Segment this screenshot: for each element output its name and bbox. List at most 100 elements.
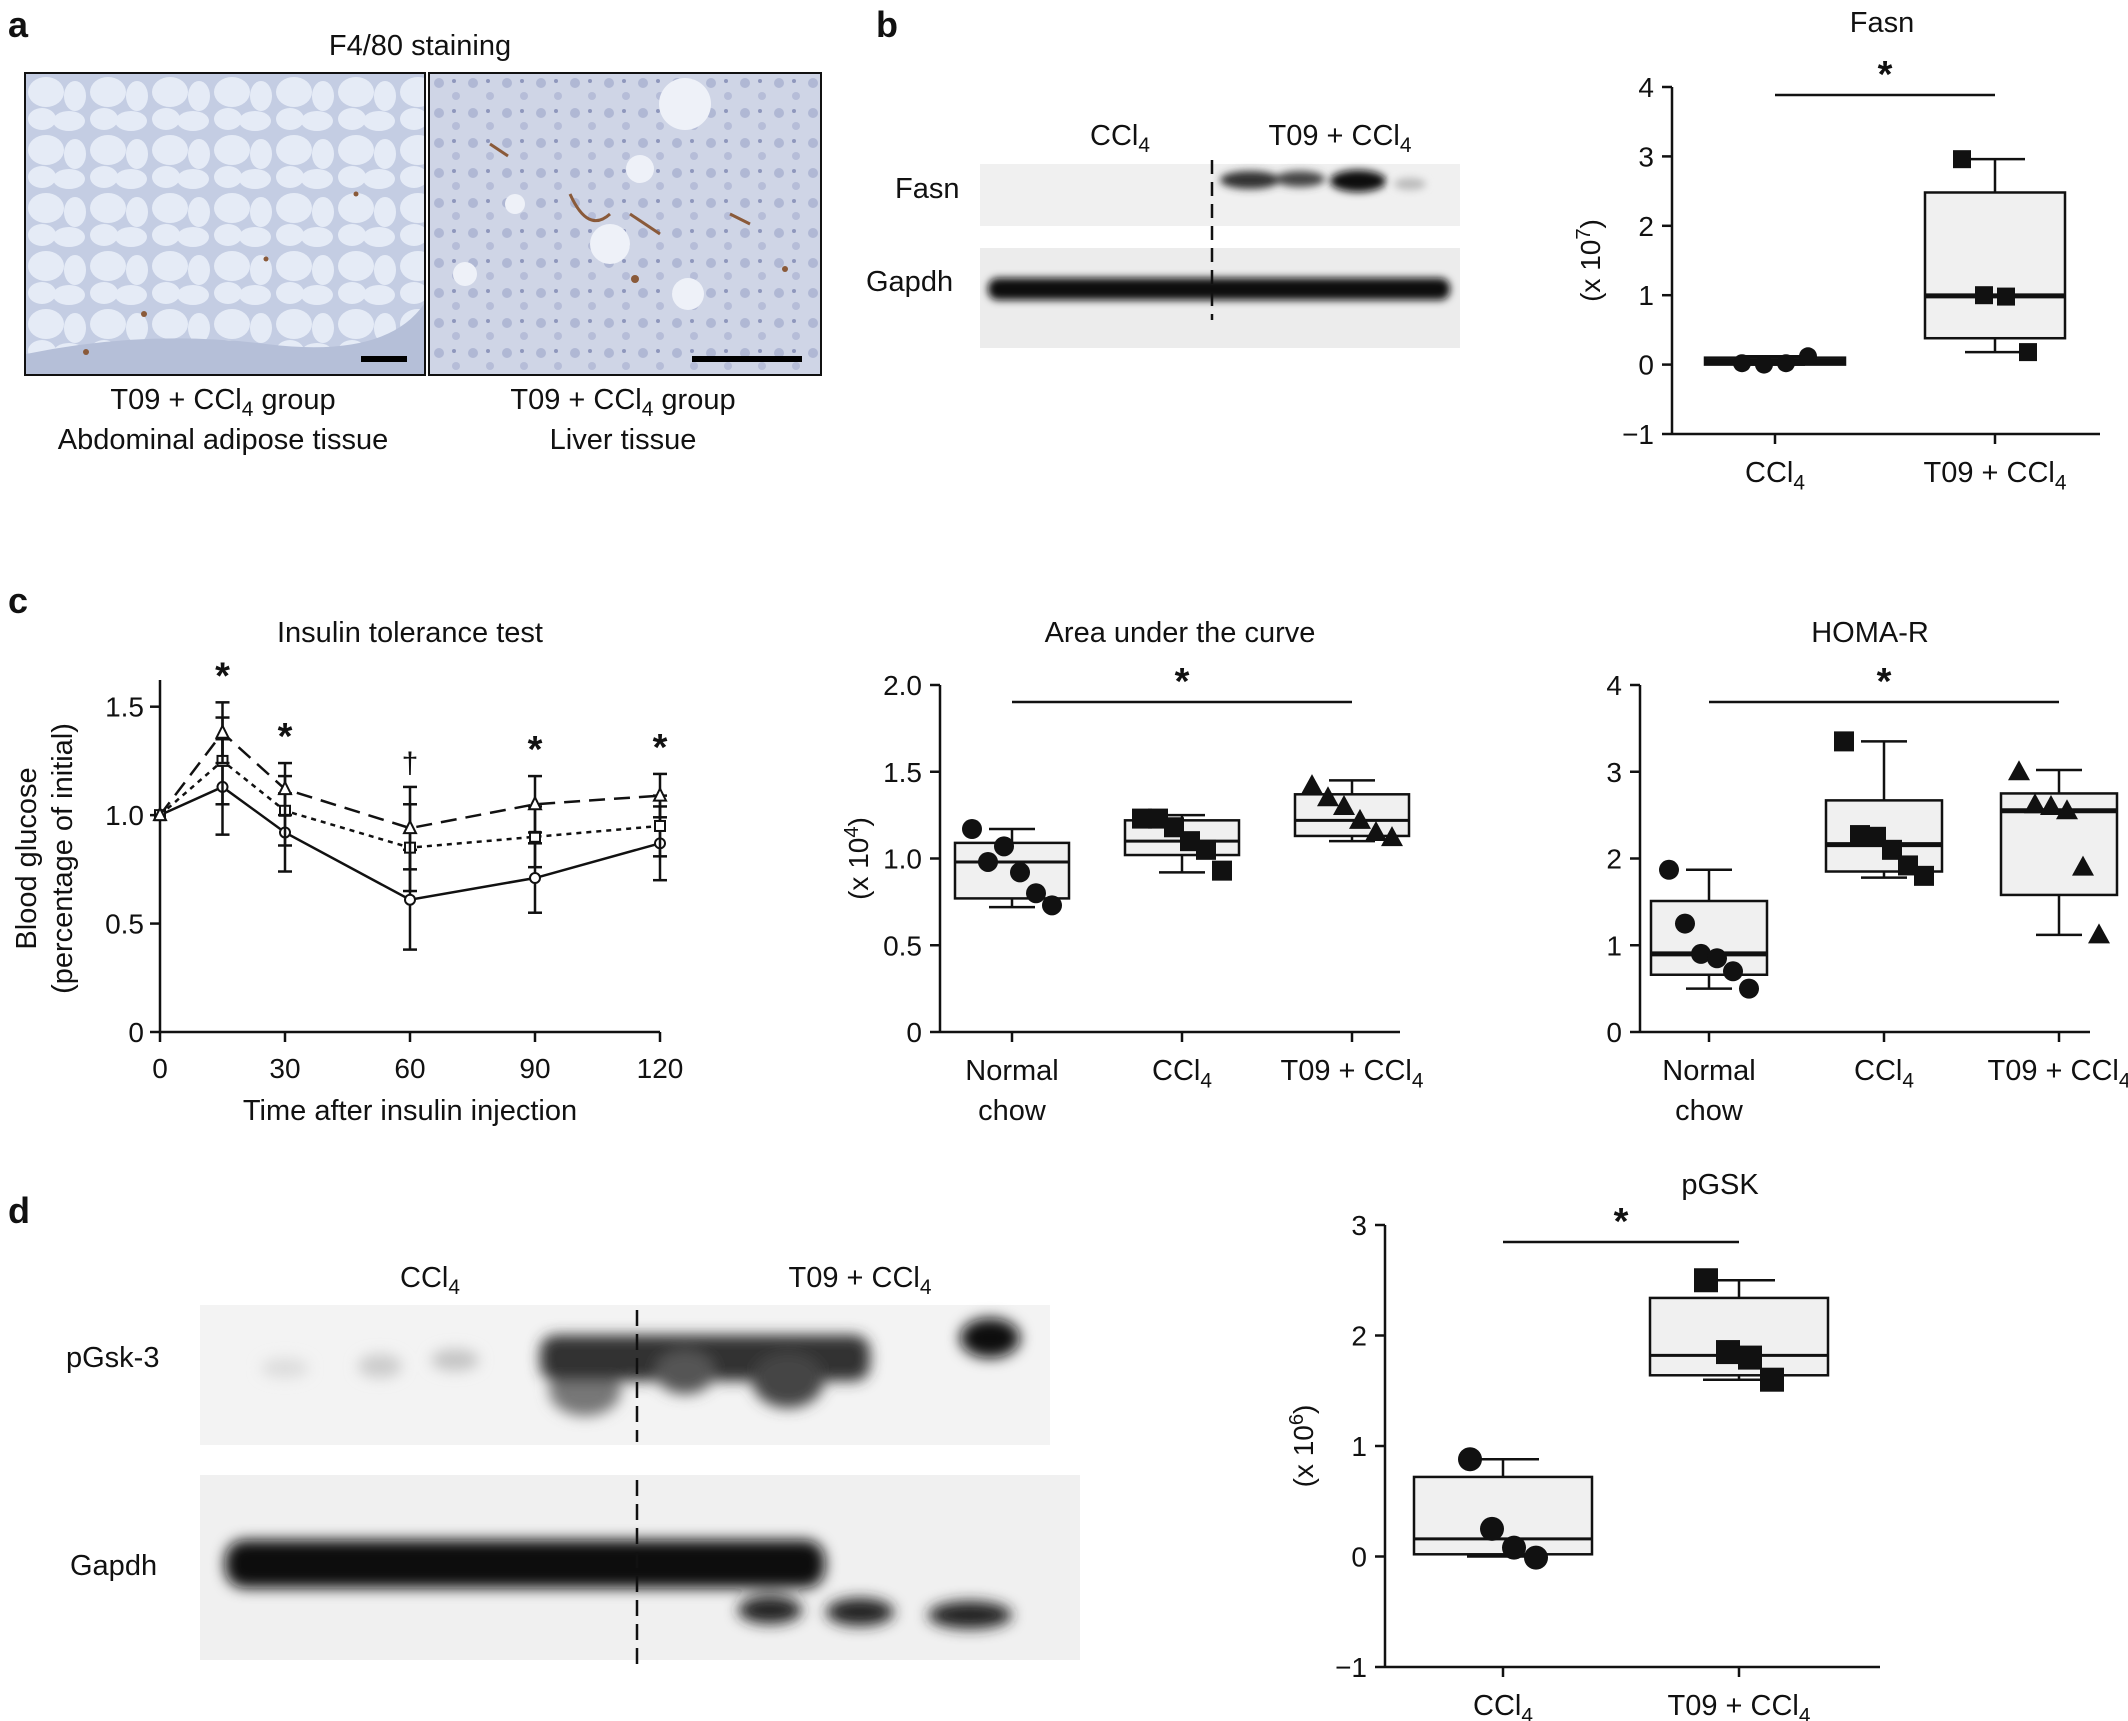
data-point — [277, 779, 293, 796]
data-point — [1997, 287, 2015, 306]
series-line — [159, 785, 661, 902]
data-point — [1164, 817, 1184, 838]
pgsk-blot-row-label: pGsk-3 — [66, 1342, 160, 1374]
adipose-caption-line1: T09 + CCl4 group — [110, 384, 336, 421]
data-point — [1365, 820, 1387, 841]
chart-title: Fasn — [1850, 7, 1914, 39]
x-tick-label: T09 + CCl4​ — [1668, 1690, 1811, 1721]
data-point — [1010, 862, 1030, 883]
significance-marker: * — [278, 716, 293, 758]
data-point — [652, 786, 668, 802]
x-tick-label: T09 + CCl4​ — [1924, 457, 2067, 494]
data-point — [2072, 855, 2094, 876]
data-point — [994, 836, 1014, 857]
x-tick-label: CCl4​ — [1473, 1690, 1533, 1721]
pgsk-western-blot — [200, 1305, 1080, 1670]
itt-line-chart: Insulin tolerance test 0 0.5 1.0 1.5 0 30 60 90 1… — [11, 617, 683, 1127]
y-tick-label: 1 — [1351, 1431, 1367, 1462]
y-tick-label: 0 — [128, 1017, 144, 1048]
x-tick-label: CCl4​ — [1152, 1055, 1212, 1092]
y-tick-label: 2 — [1638, 211, 1654, 242]
y-tick-label: −1 — [1335, 1652, 1367, 1683]
data-point — [1691, 943, 1711, 964]
x-tick-label: T09 + CCl4​ — [1281, 1055, 1424, 1092]
homa-box-chart: HOMA-R 0 1 2 3 4 Normal chow CCl4​ T09 + CCl4​ * — [1606, 617, 2128, 1127]
chart-title: Area under the curve — [1045, 617, 1316, 649]
y-tick-label: 0 — [1638, 350, 1654, 381]
chart-title: pGSK — [1681, 1169, 1759, 1201]
fasn-blot-group1-label: CCl4 — [1090, 120, 1150, 157]
data-point — [962, 819, 982, 840]
data-point — [1180, 831, 1200, 852]
panel-letter-b: b — [876, 4, 898, 45]
y-tick-label: 0 — [1351, 1542, 1367, 1573]
x-tick-label: Normal — [1662, 1055, 1755, 1087]
pgsk-blot-group1-label: CCl4 — [400, 1262, 460, 1299]
data-point — [402, 818, 418, 835]
data-point — [1480, 1516, 1504, 1541]
y-tick-label: 0.5 — [883, 930, 922, 961]
x-tick-label: 30 — [269, 1053, 300, 1084]
significance-marker: * — [653, 727, 668, 769]
data-point — [1524, 1545, 1548, 1570]
liver-caption-line1: T09 + CCl4 group — [510, 384, 736, 421]
data-point — [1898, 855, 1918, 876]
y-tick-label: 0 — [906, 1017, 922, 1048]
liver-tissue-svg — [430, 74, 820, 374]
significance-marker: * — [1175, 661, 1190, 703]
y-axis-label-line1: Blood glucose — [11, 767, 43, 949]
data-point — [1799, 347, 1817, 366]
x-tick-label: 60 — [394, 1053, 425, 1084]
data-point — [1738, 1345, 1762, 1370]
box-normal-chow — [1649, 859, 1769, 999]
y-tick-label: 1 — [1638, 280, 1654, 311]
x-tick-label: T09 + CCl4​ — [1988, 1055, 2128, 1092]
box-iqr — [1923, 191, 2067, 340]
panel-letter-c: c — [8, 580, 29, 621]
y-tick-label: 1.5 — [883, 757, 922, 788]
y-tick-label: 3 — [1351, 1210, 1367, 1241]
data-point — [1739, 978, 1759, 999]
data-point — [2019, 343, 2037, 362]
data-point — [1132, 808, 1152, 829]
data-point — [1760, 1367, 1784, 1392]
data-point — [404, 893, 416, 906]
data-point — [1659, 859, 1679, 880]
y-axis-label: (x 104) — [841, 817, 874, 900]
x-axis-label: Time after insulin injection — [243, 1095, 577, 1127]
fasn-box-chart: Fasn −1 0 1 2 3 4 (x 107) CCl4​ T09 + CCl4​ * — [1573, 7, 2100, 494]
liver-tissue-image — [428, 72, 822, 376]
data-point — [1381, 826, 1403, 847]
box-t09-ccl4 — [1999, 760, 2119, 944]
data-point — [1196, 839, 1216, 860]
data-point — [2056, 799, 2078, 820]
chart-title: HOMA-R — [1811, 617, 1929, 649]
significance-marker: * — [1614, 1201, 1629, 1243]
box-iqr — [1412, 1475, 1594, 1556]
data-point — [1026, 883, 1046, 904]
series-line — [159, 730, 661, 830]
box-ccl4 — [1123, 808, 1241, 881]
data-point — [1317, 786, 1339, 807]
y-tick-label: 3 — [1606, 757, 1622, 788]
y-tick-label: 3 — [1638, 141, 1654, 172]
y-tick-label: 4 — [1606, 670, 1622, 701]
data-point — [1953, 150, 1971, 169]
data-point — [654, 819, 666, 832]
series-triangle — [152, 701, 668, 871]
adipose-tissue-image — [24, 72, 426, 376]
data-point — [529, 872, 541, 885]
fasn-western-blot — [980, 160, 1460, 348]
data-point — [1914, 865, 1934, 886]
significance-marker: * — [215, 655, 230, 697]
chart-title: Insulin tolerance test — [277, 617, 543, 649]
data-point — [1723, 961, 1743, 982]
y-tick-label: 4 — [1638, 72, 1654, 103]
panel-letter-a: a — [8, 4, 29, 45]
data-point — [1850, 825, 1870, 846]
y-tick-label: 0 — [1606, 1017, 1622, 1048]
data-point — [1882, 839, 1902, 860]
x-tick-label: chow — [1675, 1095, 1744, 1127]
fasn-blot-group2-label: T09 + CCl4 — [1268, 120, 1412, 157]
y-tick-label: 2 — [1351, 1321, 1367, 1352]
